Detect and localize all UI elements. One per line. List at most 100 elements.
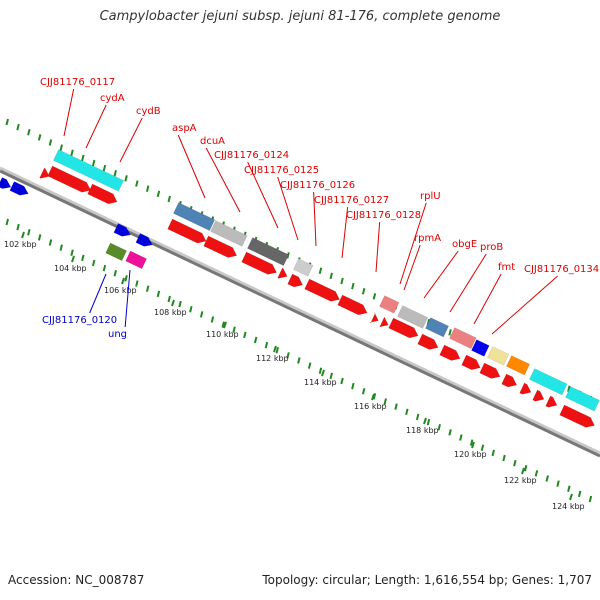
callout-line	[313, 191, 317, 247]
callout-line	[277, 176, 299, 241]
feature-box	[173, 202, 216, 231]
gene-arrow-forward	[203, 235, 238, 258]
callout-line	[177, 134, 206, 199]
gene-arrow-forward	[417, 333, 439, 350]
gene-arrow-reverse	[0, 177, 12, 189]
genome-backbone	[0, 166, 600, 458]
feature-box	[487, 346, 510, 366]
gc-dot	[167, 295, 171, 303]
gene-label-forward: cydB	[136, 106, 161, 117]
gene-arrow-forward	[287, 273, 304, 288]
gc-dot	[178, 300, 182, 308]
gc-dot	[48, 139, 53, 146]
gc-dot	[567, 385, 571, 393]
gc-dot	[513, 459, 517, 467]
gene-label-reverse: CJJ81176_0120	[42, 315, 117, 326]
gc-dot	[480, 444, 485, 451]
tick-mark	[423, 417, 427, 425]
tick-mark	[223, 321, 227, 329]
gc-dot	[135, 280, 139, 287]
gc-dot	[156, 290, 161, 298]
gc-dot	[459, 434, 463, 441]
gc-dot	[405, 408, 409, 416]
gene-arrow-forward	[461, 354, 481, 370]
gc-dot	[556, 480, 560, 487]
tick-mark	[121, 277, 125, 285]
feature-box	[529, 368, 568, 396]
gene-label-forward: CJJ81176_0126	[280, 180, 355, 191]
gc-dot	[102, 164, 107, 172]
gc-dot	[91, 259, 96, 267]
callout-line	[205, 147, 241, 213]
feature-box-reverse	[105, 242, 127, 262]
callout-line	[423, 250, 459, 299]
tick-label: 124 kbp	[552, 502, 585, 511]
gene-label-forward: CJJ81176_0125	[244, 165, 319, 176]
gc-dot	[59, 144, 63, 151]
gc-dot	[5, 218, 9, 226]
gc-dot	[426, 418, 431, 426]
gc-dot	[448, 429, 452, 436]
tick-label: 106 kbp	[104, 286, 137, 295]
feature-box	[397, 305, 429, 329]
gc-dot	[113, 270, 117, 277]
gene-label-forward: rplU	[420, 191, 441, 202]
callout-line	[89, 273, 107, 314]
gc-dot	[577, 490, 582, 498]
feature-box	[449, 327, 477, 350]
gc-dot	[189, 305, 193, 313]
gc-dot	[27, 229, 31, 236]
gc-dot	[318, 367, 323, 375]
gene-arrow-forward	[501, 373, 518, 388]
gene-label-forward: rpmA	[414, 233, 441, 244]
feature-box	[293, 258, 314, 277]
tick-mark	[21, 231, 25, 239]
gc-dot	[210, 316, 215, 323]
tick-mark	[521, 467, 525, 475]
tick-mark	[71, 255, 75, 263]
tick-mark	[569, 493, 573, 501]
tick-label: 116 kbp	[354, 402, 387, 411]
gene-arrow-forward	[439, 344, 461, 361]
tick-label: 102 kbp	[4, 240, 37, 249]
gc-dot	[124, 175, 128, 182]
gene-label-forward: cydA	[100, 93, 125, 104]
gene-label-forward: CJJ81176_0134	[524, 264, 599, 275]
backbone-line	[0, 169, 600, 458]
gc-dot	[361, 388, 366, 395]
gene-arrow-forward	[304, 278, 340, 302]
gene-label-forward: obgE	[452, 239, 477, 250]
gene-arrow-forward	[532, 389, 545, 402]
gc-dot	[16, 223, 20, 231]
gc-dot	[523, 464, 528, 472]
gc-dot	[329, 372, 333, 380]
gc-dot	[253, 336, 258, 344]
gc-dot	[437, 423, 441, 431]
gene-arrow-forward	[559, 404, 595, 428]
callout-line	[399, 202, 427, 285]
genome-summary-text: Topology: circular; Length: 1,616,554 bp…	[262, 573, 592, 587]
gene-arrow-forward	[379, 316, 389, 328]
gc-dot	[5, 118, 9, 126]
gene-arrow-forward	[39, 167, 50, 179]
tick-label: 114 kbp	[304, 378, 337, 387]
gc-dot	[351, 282, 355, 290]
callout-line	[124, 269, 131, 328]
feature-box	[210, 220, 248, 247]
gene-arrow-forward	[47, 165, 92, 193]
gene-arrow-reverse	[113, 223, 131, 237]
callout-line	[63, 88, 75, 137]
tick-label: 104 kbp	[54, 264, 87, 273]
gc-dot	[124, 275, 128, 282]
gc-dot	[307, 362, 312, 369]
gc-dot	[340, 277, 344, 285]
gc-dot	[145, 185, 150, 192]
gc-dot	[70, 249, 74, 257]
gene-arrow-reverse	[9, 181, 29, 196]
gene-arrow-forward	[337, 294, 368, 316]
callout-line	[449, 253, 487, 313]
gc-dot	[491, 449, 495, 457]
tick-label: 108 kbp	[154, 308, 187, 317]
gc-dot	[351, 382, 355, 390]
